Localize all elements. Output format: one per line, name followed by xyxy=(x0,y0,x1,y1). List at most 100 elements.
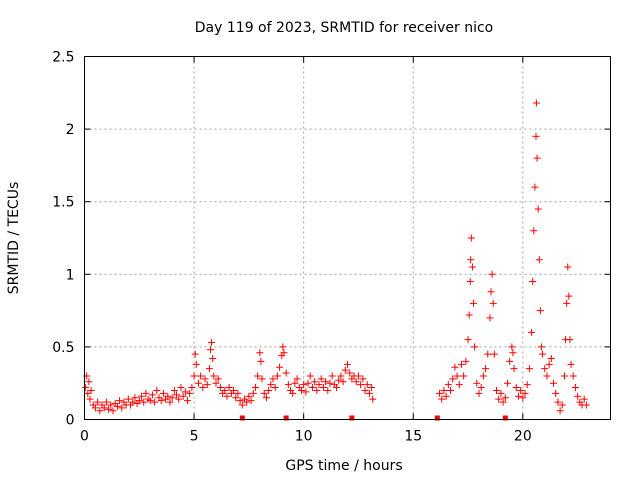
data-point xyxy=(451,363,459,371)
y-tick-labels: 0 0.5 1 1.5 2 2.5 xyxy=(52,50,74,429)
data-point xyxy=(94,398,102,406)
data-point xyxy=(580,395,588,403)
data-point xyxy=(186,389,194,397)
data-point xyxy=(205,365,213,373)
data-point xyxy=(335,376,343,384)
x-tick-label: 15 xyxy=(404,429,422,445)
data-point xyxy=(194,379,202,387)
data-point xyxy=(269,375,277,383)
data-point xyxy=(550,379,558,387)
data-point xyxy=(197,372,205,380)
data-point xyxy=(536,307,544,315)
data-point xyxy=(208,339,216,347)
data-point xyxy=(569,372,577,380)
data-point xyxy=(486,314,494,322)
data-point xyxy=(308,384,316,392)
data-point xyxy=(280,349,288,357)
data-point xyxy=(279,343,287,351)
data-point xyxy=(166,398,174,406)
data-point xyxy=(539,350,547,358)
data-points xyxy=(82,99,590,415)
data-point xyxy=(493,386,501,394)
data-point xyxy=(545,360,553,368)
data-point xyxy=(179,392,187,400)
data-point xyxy=(368,384,376,392)
data-point xyxy=(137,392,145,400)
data-point xyxy=(477,384,485,392)
data-point xyxy=(257,357,265,365)
data-point xyxy=(210,372,218,380)
data-point xyxy=(153,386,161,394)
data-point xyxy=(482,365,490,373)
data-point xyxy=(313,386,321,394)
data-point xyxy=(170,386,178,394)
data-point xyxy=(470,299,478,307)
data-point xyxy=(225,384,233,392)
data-point xyxy=(291,379,299,387)
data-point xyxy=(464,336,472,344)
data-point xyxy=(271,384,279,392)
data-point xyxy=(151,398,159,406)
data-point xyxy=(547,355,555,363)
data-point xyxy=(509,349,517,357)
data-point xyxy=(449,375,457,383)
data-point xyxy=(566,336,574,344)
data-point xyxy=(489,299,497,307)
data-point xyxy=(267,381,275,389)
data-point xyxy=(232,394,240,402)
data-point xyxy=(304,379,312,387)
data-point xyxy=(164,392,172,400)
data-point xyxy=(190,372,198,380)
data-point xyxy=(508,343,516,351)
data-point xyxy=(201,375,209,383)
data-point xyxy=(465,311,473,319)
data-point xyxy=(346,369,354,377)
data-point xyxy=(306,372,314,380)
data-point xyxy=(558,401,566,409)
data-point xyxy=(317,375,325,383)
data-point xyxy=(289,389,297,397)
data-point xyxy=(302,388,310,396)
data-point xyxy=(501,394,509,402)
x-tick-labels: 0 5 10 15 20 xyxy=(80,429,532,445)
data-point xyxy=(251,384,259,392)
data-point xyxy=(532,132,540,140)
data-point xyxy=(181,388,189,396)
data-point xyxy=(159,389,167,397)
data-point xyxy=(223,392,231,400)
data-point xyxy=(514,392,522,400)
data-point xyxy=(234,389,242,397)
data-point xyxy=(245,392,253,400)
data-point xyxy=(530,227,538,235)
plot-frame xyxy=(84,56,611,420)
data-point xyxy=(85,378,93,386)
data-point xyxy=(282,369,290,377)
data-point xyxy=(497,389,505,397)
data-point xyxy=(499,398,507,406)
chart-title: Day 119 of 2023, SRMTID for receiver nic… xyxy=(195,20,493,36)
data-point xyxy=(188,384,196,392)
data-point xyxy=(230,386,238,394)
data-point xyxy=(131,394,139,402)
data-point xyxy=(369,395,377,403)
data-point xyxy=(322,378,330,386)
gap-marker xyxy=(283,415,289,421)
data-point xyxy=(116,397,124,405)
data-point xyxy=(87,386,95,394)
data-point xyxy=(535,256,543,264)
data-point xyxy=(467,234,475,242)
data-point xyxy=(209,355,217,363)
data-point xyxy=(447,386,455,394)
data-point xyxy=(571,384,579,392)
data-point xyxy=(354,372,362,380)
data-point xyxy=(467,256,475,264)
data-point xyxy=(96,407,104,415)
data-point xyxy=(249,389,257,397)
data-point xyxy=(118,404,126,412)
data-point xyxy=(543,372,551,380)
data-point xyxy=(146,397,154,405)
data-point xyxy=(324,386,332,394)
y-tick-label: 0 xyxy=(66,413,75,429)
data-point xyxy=(359,375,367,383)
